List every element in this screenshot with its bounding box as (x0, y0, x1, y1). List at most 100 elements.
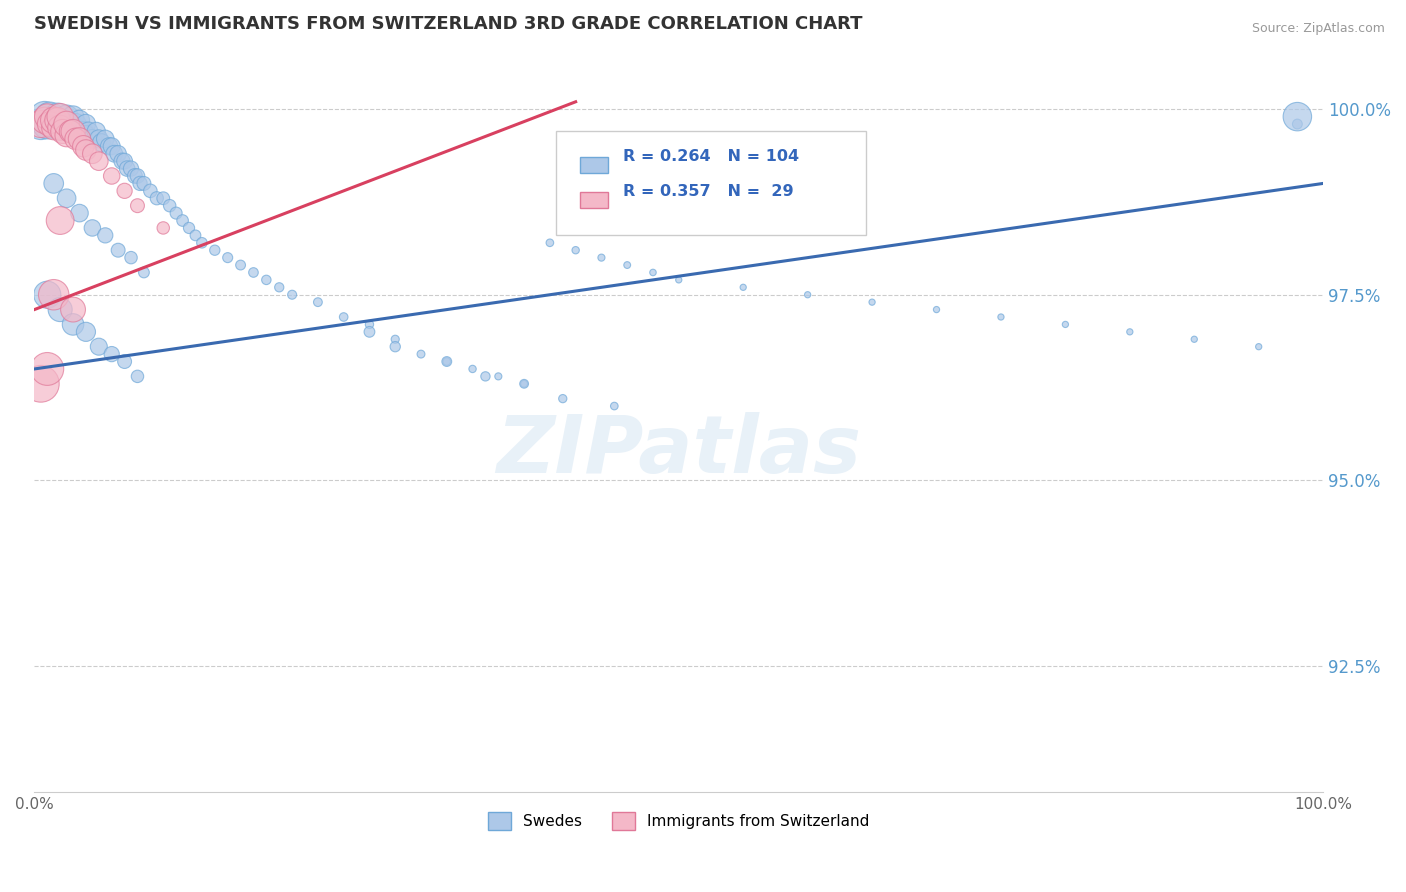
FancyBboxPatch shape (557, 131, 866, 235)
Text: R = 0.264   N = 104: R = 0.264 N = 104 (623, 149, 800, 164)
Point (115, 161, 138, 176)
Point (114, 184, 136, 198)
Point (103, 146, 125, 161)
Point (75, 128, 97, 143)
Point (564, 244, 586, 258)
Point (52, 117, 75, 131)
Point (513, 376, 536, 391)
Point (75, 325, 97, 339)
Point (100, 169, 122, 183)
Text: R = 0.357   N =  29: R = 0.357 N = 29 (623, 184, 794, 199)
Point (461, 362, 484, 376)
Point (62, 302, 84, 317)
Point (75, 117, 97, 131)
Text: Source: ZipAtlas.com: Source: ZipAtlas.com (1251, 22, 1385, 36)
Point (46, 113, 69, 128)
Point (62, 124, 84, 138)
Point (139, 184, 162, 198)
Point (49, 213, 72, 227)
Point (69, 124, 91, 138)
Point (37, 362, 59, 376)
Point (152, 221, 174, 235)
Point (127, 199, 149, 213)
Point (82, 146, 104, 161)
Point (52, 124, 75, 138)
Point (204, 244, 226, 258)
Point (1182, 332, 1205, 346)
Point (55, 120, 77, 135)
Point (30, 117, 52, 131)
Point (65, 132, 87, 146)
Point (217, 251, 239, 265)
Point (55, 128, 77, 143)
Point (75, 143, 97, 157)
Point (49, 120, 72, 135)
Point (94, 132, 117, 146)
Point (733, 280, 755, 294)
Point (127, 369, 149, 384)
Point (49, 117, 72, 131)
Point (332, 310, 354, 324)
Point (94, 228, 117, 243)
Point (184, 228, 207, 243)
Point (409, 347, 432, 361)
Point (254, 273, 277, 287)
Point (1054, 318, 1077, 332)
Point (384, 332, 406, 346)
Point (69, 132, 91, 146)
Point (65, 117, 87, 131)
Point (62, 120, 84, 135)
Point (34, 113, 56, 128)
Point (49, 302, 72, 317)
Point (152, 191, 174, 205)
Point (120, 161, 142, 176)
Point (55, 191, 77, 205)
Point (1286, 117, 1309, 131)
Point (1286, 110, 1309, 124)
Point (42, 120, 65, 135)
Point (359, 318, 381, 332)
Point (269, 280, 291, 294)
Point (82, 221, 104, 235)
Point (49, 110, 72, 124)
Point (49, 120, 72, 135)
Point (69, 113, 91, 128)
Point (42, 287, 65, 301)
Point (990, 310, 1012, 324)
Text: SWEDISH VS IMMIGRANTS FROM SWITZERLAND 3RD GRADE CORRELATION CHART: SWEDISH VS IMMIGRANTS FROM SWITZERLAND 3… (34, 15, 863, 33)
Point (159, 199, 181, 213)
Point (127, 169, 149, 183)
Point (591, 251, 613, 265)
Point (107, 146, 129, 161)
Point (111, 154, 134, 169)
Text: ZIPatlas: ZIPatlas (496, 411, 862, 490)
Point (359, 325, 381, 339)
Point (242, 265, 264, 279)
Point (124, 169, 146, 183)
Point (1247, 340, 1270, 354)
Point (90, 136, 112, 150)
Point (87, 340, 110, 354)
Point (42, 177, 65, 191)
Point (307, 295, 329, 310)
Point (37, 287, 59, 301)
Point (641, 265, 664, 279)
Point (603, 399, 626, 413)
Point (538, 235, 561, 250)
Point (132, 177, 155, 191)
FancyBboxPatch shape (579, 192, 607, 208)
Point (42, 117, 65, 131)
Point (46, 110, 69, 124)
Point (42, 113, 65, 128)
Point (551, 392, 574, 406)
Point (796, 287, 818, 301)
Point (30, 376, 52, 391)
FancyBboxPatch shape (579, 157, 607, 173)
Point (42, 113, 65, 128)
Point (474, 369, 496, 384)
Point (616, 258, 638, 272)
Point (281, 287, 304, 301)
Point (82, 132, 104, 146)
Point (69, 206, 91, 220)
Point (98, 139, 121, 153)
